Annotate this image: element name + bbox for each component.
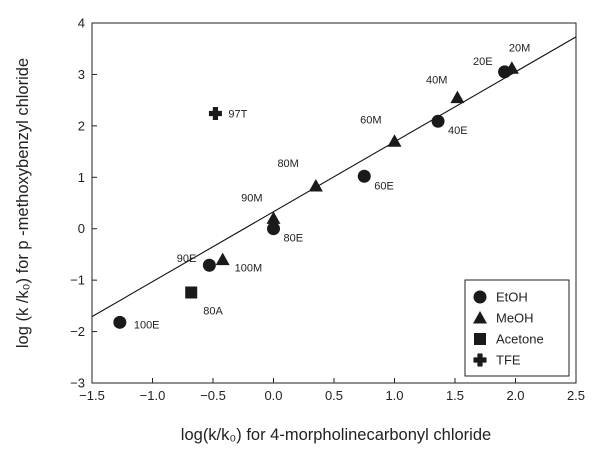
legend-label: EtOH	[496, 290, 528, 305]
point-label: 60M	[360, 114, 381, 126]
point-label: 80E	[284, 233, 304, 245]
etoh-point	[202, 258, 216, 272]
etoh-point	[357, 169, 371, 183]
x-tick-label: 1.5	[446, 388, 464, 403]
legend-tfe-marker	[473, 353, 487, 367]
meoh-point	[308, 179, 323, 192]
y-tick-label: 3	[78, 67, 85, 82]
y-tick-label: −1	[70, 273, 85, 288]
meoh-point	[215, 252, 230, 266]
x-tick-label: 0.0	[264, 388, 282, 403]
x-tick-label: −1.5	[79, 388, 105, 403]
y-tick-label: −2	[70, 324, 85, 339]
tfe-point	[208, 107, 222, 121]
etoh-point	[267, 222, 280, 236]
point-labels: 100E 90E 80E 60E 40E 20E 100M 90M 80M 60M 40M 20M 80…	[134, 42, 530, 331]
meoh-point	[450, 90, 465, 104]
point-label: 80M	[277, 158, 298, 170]
y-axis-title: log (k /k₀) for p -methoxybenzyl chlorid…	[14, 58, 32, 348]
x-tick-label: 2.5	[567, 388, 585, 403]
point-label: 40E	[448, 125, 468, 137]
x-tick-label: 0.5	[325, 388, 343, 403]
legend-label: Acetone	[496, 332, 544, 347]
etoh-point	[113, 315, 127, 329]
meoh-point	[266, 211, 281, 224]
point-label: 90M	[241, 192, 262, 204]
meoh-point	[504, 61, 519, 74]
y-tick-label: 0	[78, 221, 85, 236]
point-label: 100E	[134, 319, 160, 331]
point-label: 80A	[203, 305, 223, 317]
legend: EtOH MeOH Acetone TFE	[464, 279, 570, 377]
point-label: 20M	[509, 42, 530, 54]
data-points	[113, 61, 519, 329]
x-tick-label: 1.0	[385, 388, 403, 403]
x-tick-label: −1.0	[140, 388, 166, 403]
legend-meoh-marker	[473, 311, 487, 324]
point-label: 90E	[177, 253, 197, 265]
point-label: 60E	[374, 180, 394, 192]
y-tick-label: 2	[78, 118, 85, 133]
point-label: 97T	[228, 109, 247, 121]
x-tick-label: −0.5	[200, 388, 226, 403]
x-axis-ticks: −1.5 −1.0 −0.5 0.0 0.5 1.0 1.5 2.0 2.5	[79, 378, 585, 403]
acetone-point	[185, 286, 198, 299]
legend-label: TFE	[496, 353, 521, 368]
y-axis-ticks: −3 −2 −1 0 1 2 3 4	[70, 16, 97, 391]
point-label: 40M	[426, 75, 447, 87]
x-axis-title: log(k/k₀) for 4-morpholinecarbonyl chlor…	[181, 426, 491, 444]
legend-etoh-marker	[473, 290, 487, 304]
legend-acetone-marker	[474, 333, 486, 345]
point-label: 20E	[473, 56, 493, 68]
regression-line	[91, 36, 577, 318]
y-tick-label: 1	[78, 170, 85, 185]
meoh-point	[387, 134, 402, 147]
x-tick-label: 2.0	[506, 388, 524, 403]
y-tick-label: 4	[78, 16, 85, 31]
etoh-point	[431, 114, 445, 128]
point-label: 100M	[235, 263, 263, 275]
y-tick-label: −3	[70, 376, 85, 391]
legend-label: MeOH	[496, 311, 534, 326]
